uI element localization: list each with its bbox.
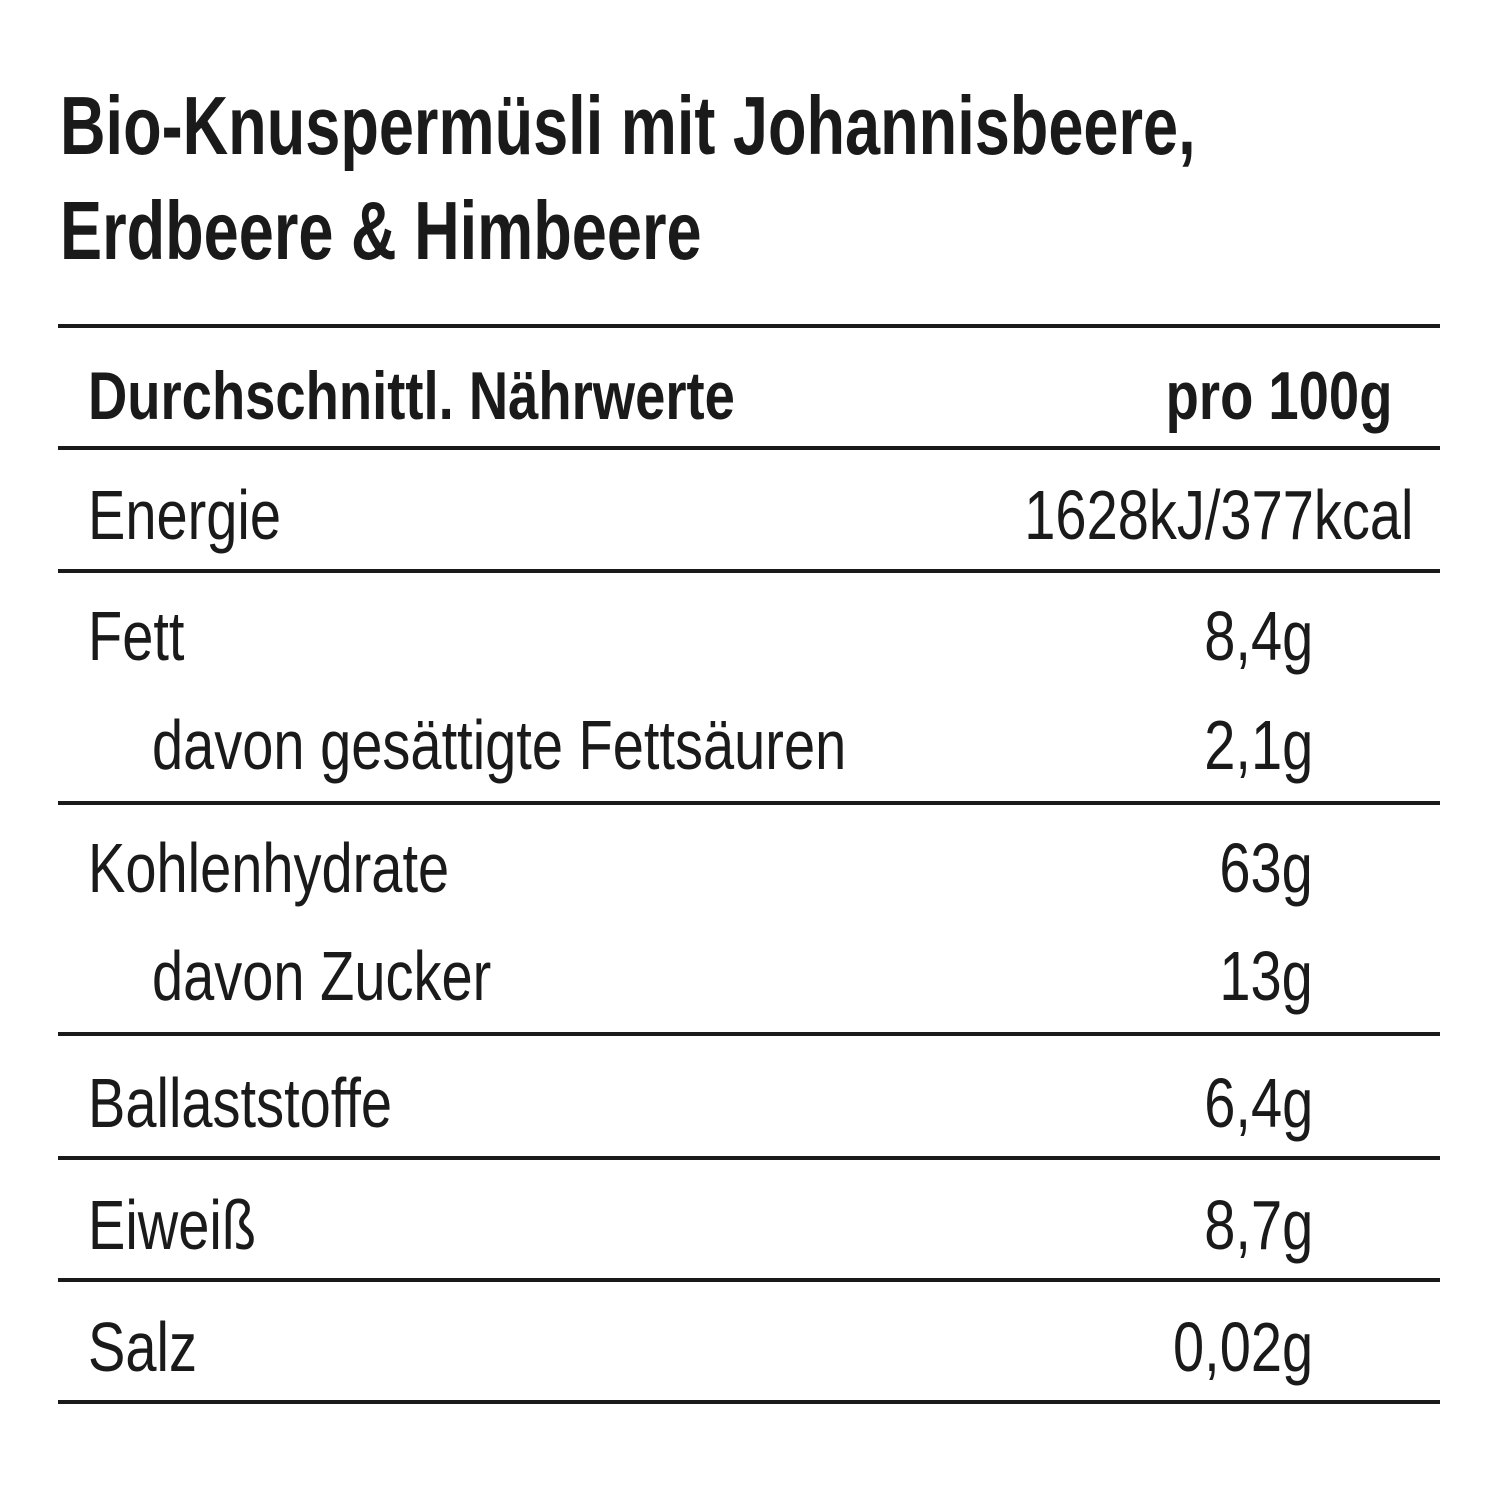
product-title-line1: Bio-Knuspermüsli mit Johannisbeere, (60, 79, 1196, 172)
row-label-ballaststoffe: Ballaststoffe (88, 1064, 393, 1142)
row-label-fett: Fett (88, 597, 185, 675)
row-value-kohlenhydrate: 63g (1219, 829, 1313, 907)
row-value-gesaettigte: 2,1g (1204, 706, 1313, 784)
row-label-eiweiss: Eiweiß (88, 1186, 257, 1264)
table-rule (58, 1156, 1440, 1160)
row-label-energie: Energie (88, 476, 282, 554)
header-value: pro 100g (1165, 358, 1392, 434)
table-rule (58, 1032, 1440, 1036)
product-title-line2: Erdbeere & Himbeere (60, 184, 702, 277)
row-value-salz: 0,02g (1172, 1308, 1313, 1386)
table-rule (58, 324, 1440, 328)
header-label: Durchschnittl. Nährwerte (88, 358, 735, 434)
row-label-salz: Salz (88, 1308, 197, 1386)
row-label-kohlenhydrate: Kohlenhydrate (88, 829, 450, 907)
row-label-gesaettigte: davon gesättigte Fettsäuren (152, 706, 847, 784)
row-label-zucker: davon Zucker (152, 937, 492, 1015)
row-value-fett: 8,4g (1204, 597, 1313, 675)
row-value-ballaststoffe: 6,4g (1204, 1064, 1313, 1142)
table-rule (58, 1278, 1440, 1282)
table-rule (58, 1400, 1440, 1404)
table-rule (58, 446, 1440, 450)
row-value-energie: 1628kJ/377kcal (1023, 476, 1413, 554)
row-value-eiweiss: 8,7g (1204, 1186, 1313, 1264)
row-value-zucker: 13g (1219, 937, 1313, 1015)
table-rule (58, 801, 1440, 805)
table-rule (58, 569, 1440, 573)
